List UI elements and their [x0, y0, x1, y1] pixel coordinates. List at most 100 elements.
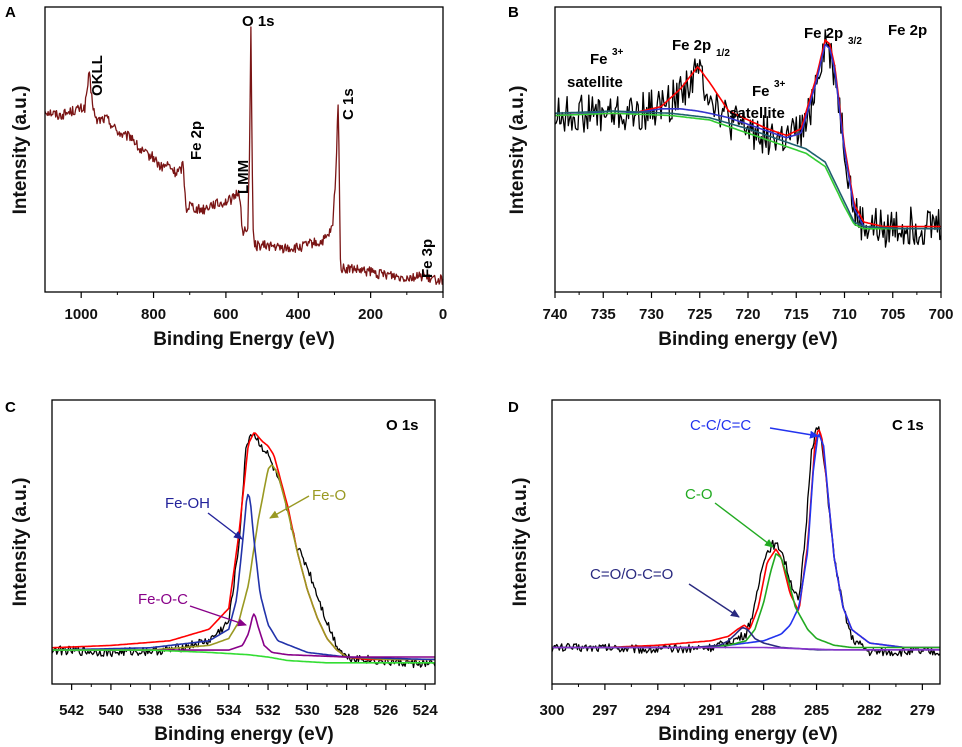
x-tick-label-c: 530 — [295, 702, 320, 719]
fe2p32-sub-annotation: 3/2 — [848, 36, 862, 47]
plot-area-c: 542 540 538 536 534 532 530 528 526 524 — [51, 432, 439, 719]
x-axis-label-b: Binding energy (eV) — [658, 329, 837, 350]
x-tick-label-c: 536 — [177, 702, 202, 719]
series-fit-envelope-d — [552, 429, 940, 649]
x-tick-label-c: 526 — [373, 702, 398, 719]
panel-title-c: O 1s — [386, 417, 419, 434]
x-tick-label-a: 0 — [439, 306, 447, 323]
panel-d: D 300 297 294 291 288 285 282 279 Intensity (a.… — [508, 399, 941, 745]
x-tick-label-c: 538 — [138, 702, 163, 719]
fe-o-c-label: Fe-O-C — [138, 591, 188, 608]
x-tick-label-b: 720 — [735, 306, 760, 323]
series-raw-b — [554, 29, 942, 248]
x-axis-label-c: Binding energy (eV) — [154, 724, 333, 745]
x-tick-label-c: 524 — [413, 702, 439, 719]
x-tick-label-b: 715 — [784, 306, 809, 323]
x-tick-label-c: 534 — [216, 702, 242, 719]
x-tick-label-b: 710 — [832, 306, 857, 323]
series-component-b — [554, 43, 941, 230]
fe2p32-annotation: Fe 2p — [804, 25, 843, 42]
x-tick-label-a: 600 — [213, 306, 238, 323]
x-tick-label-d: 300 — [539, 702, 564, 719]
y-axis-label-c: Intensity (a.u.) — [10, 478, 31, 607]
x-axis-label-d: Binding energy (eV) — [658, 724, 837, 745]
x-tick-label-b: 740 — [542, 306, 567, 323]
panel-title-b: Fe 2p — [888, 22, 927, 39]
x-tick-label-d: 282 — [857, 702, 882, 719]
x-tick-label-b: 730 — [639, 306, 664, 323]
x-tick-label-a: 200 — [358, 306, 383, 323]
sat1-fe-annotation: Fe — [590, 51, 608, 68]
axes-frame-b — [554, 6, 942, 293]
x-tick-label-b: 735 — [591, 306, 616, 323]
series-c-c-c-c-d — [552, 433, 940, 649]
sat2-satellite-annotation: satellite — [729, 105, 785, 122]
fe2p12-sub-annotation: 1/2 — [716, 48, 730, 59]
fe3p-annotation: Fe 3p — [419, 239, 436, 278]
sat2-fe-annotation: Fe — [752, 83, 770, 100]
panel-letter-d: D — [508, 399, 519, 416]
fe-o-label: Fe-O — [312, 487, 346, 504]
o1s-annotation: O 1s — [242, 13, 275, 30]
series-fit-envelope-c — [51, 432, 435, 661]
series-raw-d — [551, 426, 941, 657]
fe-oh-arrow — [207, 512, 243, 540]
y-axis-label-b: Intensity (a.u.) — [507, 86, 528, 215]
coo-label: C=O/O-C=O — [590, 566, 673, 583]
x-tick-label-b: 725 — [687, 306, 712, 323]
series-survey-a — [44, 26, 444, 286]
axes-frame-a — [44, 6, 444, 293]
coo-arrow — [688, 583, 740, 618]
x-tick-label-a: 800 — [141, 306, 166, 323]
series-background-d — [552, 646, 940, 651]
co-label: C-O — [685, 486, 713, 503]
x-tick-label-d: 288 — [751, 702, 776, 719]
panel-a: A 1000 800 600 400 200 0 Intensity (a.u.) Bin… — [5, 4, 447, 350]
y-axis-label-a: Intensity (a.u.) — [10, 86, 31, 215]
panel-title-d: C 1s — [892, 417, 924, 434]
plot-area-a: 1000 800 600 400 200 0 — [44, 26, 447, 323]
fe2p-annotation: Fe 2p — [188, 121, 205, 160]
x-tick-label-b: 705 — [880, 306, 905, 323]
x-tick-label-a: 1000 — [64, 306, 97, 323]
fe-o-c-arrow — [189, 605, 247, 627]
series-fe-oh-c — [51, 493, 435, 661]
x-tick-label-b: 700 — [928, 306, 953, 323]
x-tick-label-d: 297 — [592, 702, 617, 719]
co-arrow — [714, 502, 774, 548]
x-tick-label-c: 528 — [334, 702, 359, 719]
series-raw-c — [51, 433, 436, 669]
panel-b: B 740 735 730 725 720 715 710 705 700 Intensity … — [507, 4, 954, 350]
x-tick-label-c: 540 — [98, 702, 123, 719]
lmm-annotation: LMM — [235, 160, 252, 194]
plot-area-b: 740 735 730 725 720 715 710 705 700 — [542, 29, 954, 323]
series-background-2-b — [554, 110, 941, 230]
sat1-sup-annotation: 3+ — [612, 47, 624, 58]
x-tick-label-c: 542 — [59, 702, 84, 719]
x-tick-label-c: 532 — [256, 702, 281, 719]
fe-oh-label: Fe-OH — [165, 495, 210, 512]
series-background-b — [554, 112, 941, 230]
c1s-annotation: C 1s — [340, 88, 357, 120]
panel-letter-c: C — [5, 399, 16, 416]
x-tick-label-d: 294 — [645, 702, 671, 719]
cc-label: C-C/C=C — [690, 417, 751, 434]
panel-letter-a: A — [5, 4, 16, 21]
okll-annotation: OKLL — [89, 55, 106, 96]
axes-frame-c — [51, 399, 436, 685]
x-axis-label-a: Binding Energy (eV) — [153, 329, 335, 350]
x-tick-label-d: 279 — [910, 702, 935, 719]
cc-arrow — [769, 427, 819, 439]
sat1-satellite-annotation: satellite — [567, 74, 623, 91]
panel-c: C 542 540 538 536 534 532 530 528 526 524 Intensi… — [5, 399, 438, 745]
panel-letter-b: B — [508, 4, 519, 21]
series-background-c — [52, 649, 435, 664]
x-tick-label-a: 400 — [286, 306, 311, 323]
plot-area-d: 300 297 294 291 288 285 282 279 — [539, 426, 941, 719]
x-tick-label-d: 291 — [698, 702, 723, 719]
y-axis-label-d: Intensity (a.u.) — [510, 478, 531, 607]
sat2-sup-annotation: 3+ — [774, 79, 786, 90]
x-tick-label-d: 285 — [804, 702, 829, 719]
axes-frame-d — [551, 399, 941, 685]
